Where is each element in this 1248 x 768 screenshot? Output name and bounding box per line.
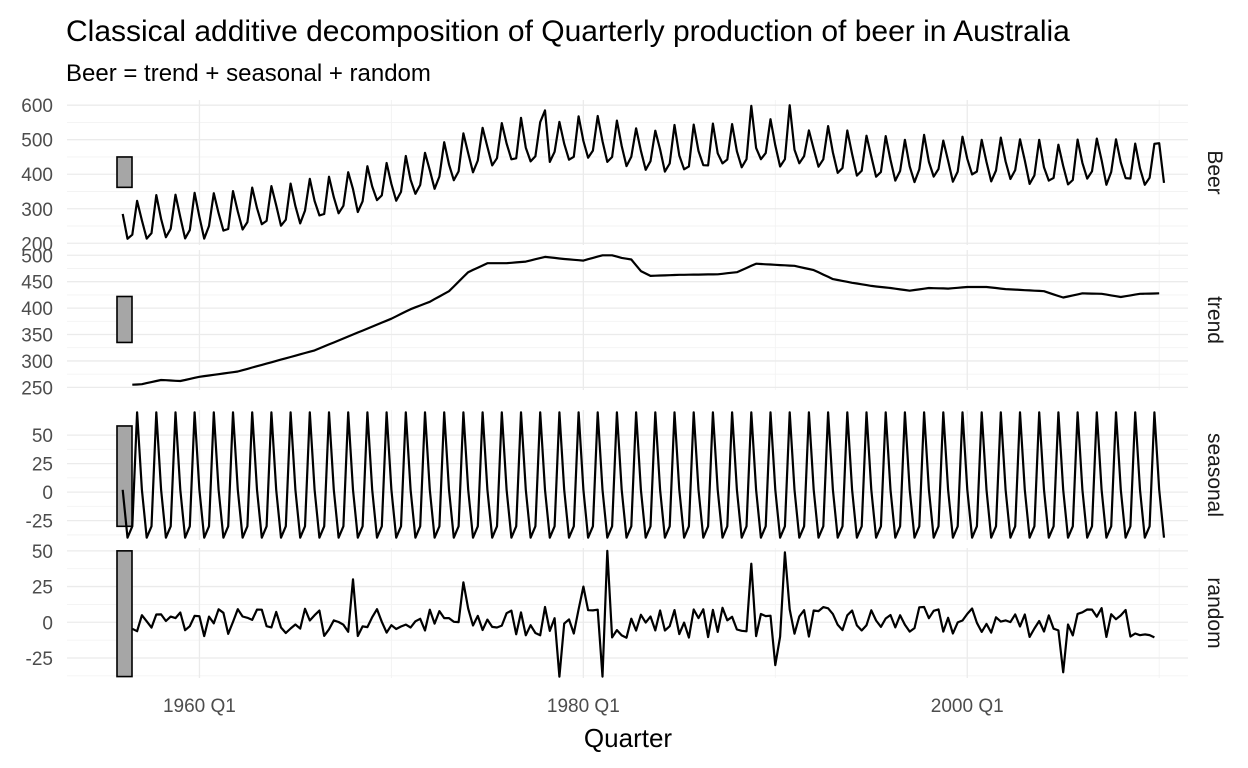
y-tick-label: -25 (26, 649, 53, 670)
y-tick-label: 0 (42, 483, 53, 504)
y-tick-label: 500 (21, 246, 53, 267)
strip-label: seasonal (1203, 433, 1226, 517)
strip-label: trend (1203, 296, 1226, 344)
y-tick-label: 25 (32, 455, 53, 476)
panel-trend: 250 300 350 400 450 500 trend (21, 246, 1226, 399)
series-line-random (131, 549, 1155, 678)
y-tick-label: 600 (21, 96, 53, 117)
scale-bar (116, 550, 133, 678)
x-axis: 1960 Q1 1980 Q1 2000 Q1 (163, 696, 1004, 717)
strip-label: random (1203, 577, 1226, 648)
y-tick-label: 250 (21, 378, 53, 399)
panel-random: -25 0 25 50 random (26, 542, 1226, 678)
y-tick-label: 400 (21, 299, 53, 320)
x-tick-label: 1960 Q1 (163, 696, 236, 717)
y-tick-label: 350 (21, 326, 53, 347)
y-tick-label: 50 (32, 426, 53, 447)
y-tick-label: 200 (21, 234, 53, 255)
series-line-trend (132, 254, 1160, 386)
y-tick-label: 450 (21, 273, 53, 294)
y-tick-label: 300 (21, 352, 53, 373)
panel-seasonal: -25 0 25 50 seasonal (26, 410, 1226, 540)
series-line-seasonal (121, 411, 1166, 539)
y-tick-label: 300 (21, 200, 53, 221)
x-tick-label: 2000 Q1 (931, 696, 1004, 717)
y-tick-label: 25 (32, 578, 53, 599)
series-line-beer (121, 104, 1166, 240)
scale-bar (116, 425, 133, 528)
y-tick-label: 400 (21, 165, 53, 186)
strip-label: Beer (1203, 150, 1226, 194)
panels: 200300400500600Beer250300350400450500tre… (21, 96, 1226, 678)
scale-bar (116, 156, 133, 189)
x-axis-label: Quarter (584, 723, 672, 753)
y-tick-label: 0 (42, 613, 53, 634)
x-tick-label: 1980 Q1 (547, 696, 620, 717)
y-tick-label: -25 (26, 512, 53, 533)
scale-bar (116, 295, 133, 344)
y-tick-label: 500 (21, 131, 53, 152)
y-tick-label: 50 (32, 542, 53, 563)
chart-subtitle: Beer = trend + seasonal + random (66, 60, 431, 87)
panel-beer: 200 300 400 500 600 Beer (21, 96, 1226, 255)
chart-title: Classical additive decomposition of Quar… (66, 15, 1070, 48)
